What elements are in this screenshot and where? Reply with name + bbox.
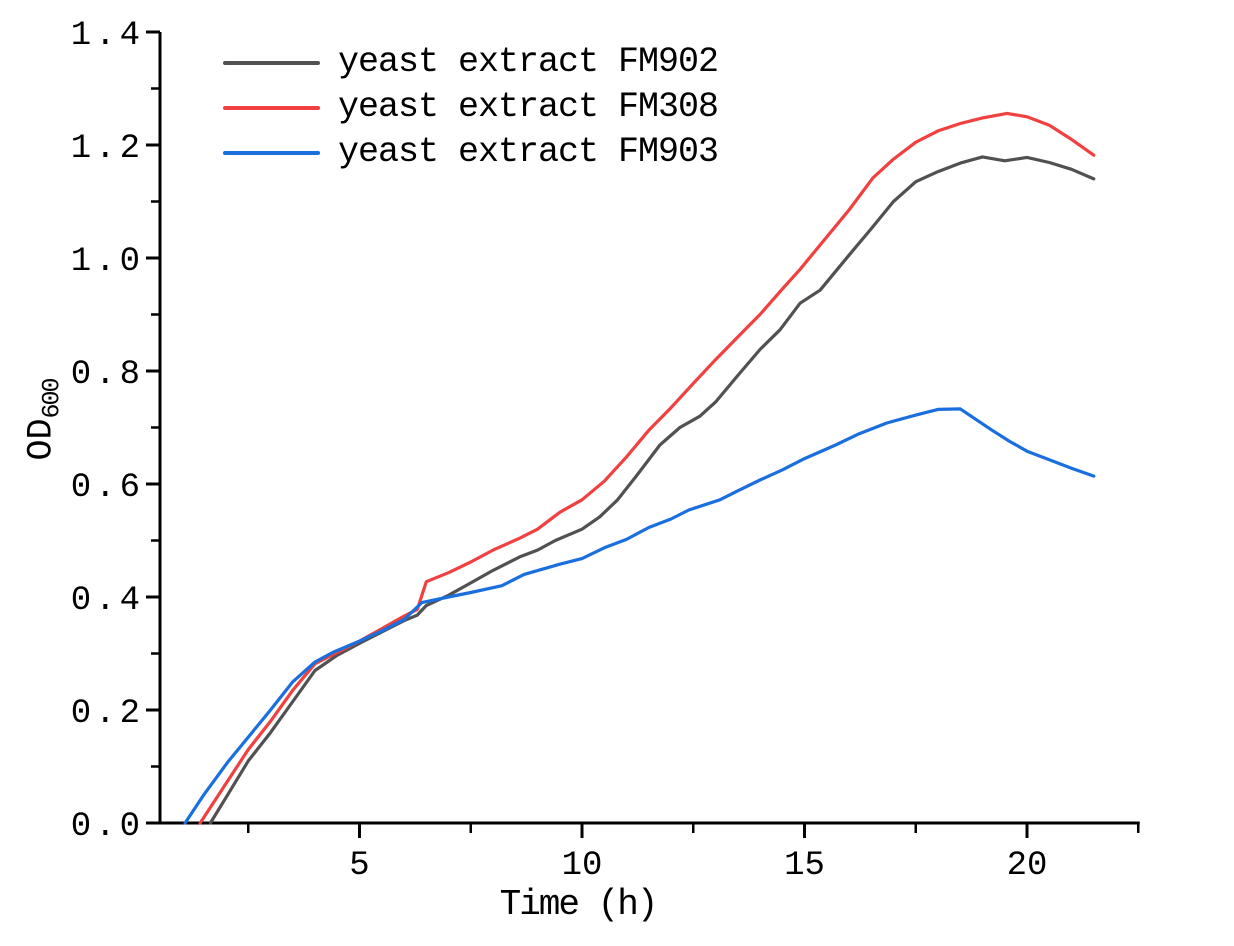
legend-label-fm308: yeast extract FM308: [338, 87, 719, 127]
legend-label-fm903: yeast extract FM903: [338, 132, 719, 172]
y-axis-title-subscript: 600: [37, 379, 67, 419]
legend-line-swatch-red: [223, 105, 320, 110]
y-axis-title: OD600: [22, 379, 67, 460]
y-tick-label: 1.2: [71, 130, 144, 168]
legend-label-fm902: yeast extract FM902: [338, 42, 719, 82]
series-line-3: [183, 407, 1096, 825]
y-tick-label: 0.6: [71, 469, 144, 507]
legend: yeast extract FM902 yeast extract FM308 …: [223, 40, 719, 175]
legend-item-fm903: yeast extract FM903: [223, 130, 719, 175]
x-axis-title: Time (h): [499, 884, 659, 925]
y-tick-label: 1.0: [71, 243, 144, 281]
series-line-2: [198, 111, 1096, 825]
x-tick-label: 20: [1007, 847, 1048, 885]
y-tick-label: 0.0: [71, 808, 144, 846]
y-tick-label: 0.8: [71, 356, 144, 394]
y-tick-label: 1.4: [71, 17, 144, 55]
legend-item-fm308: yeast extract FM308: [223, 85, 719, 130]
y-tick-label: 0.4: [71, 582, 144, 620]
x-tick-label: 5: [349, 847, 369, 885]
x-tick-label: 15: [784, 847, 825, 885]
legend-line-swatch-gray: [223, 60, 320, 65]
legend-item-fm902: yeast extract FM902: [223, 40, 719, 85]
legend-line-swatch-blue: [223, 150, 320, 155]
y-tick-label: 0.2: [71, 695, 144, 733]
y-axis-title-main: OD: [21, 418, 62, 461]
x-tick-label: 10: [562, 847, 603, 885]
series-line-1: [208, 155, 1096, 825]
